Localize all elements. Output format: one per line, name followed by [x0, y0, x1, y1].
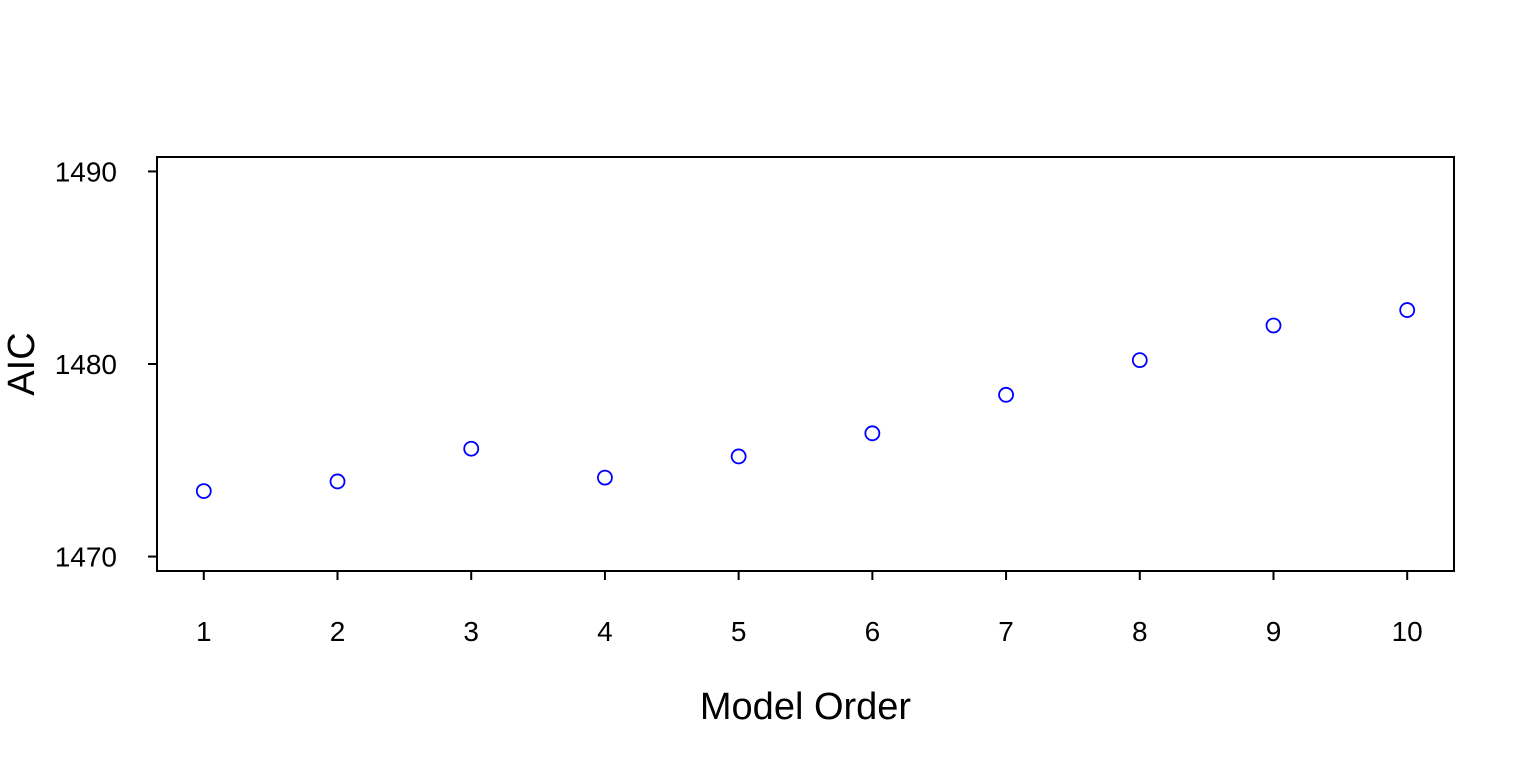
data-point [1265, 317, 1282, 334]
data-point [864, 425, 881, 442]
x-tick-label: 2 [330, 616, 346, 647]
y-tick-label: 1480 [55, 349, 117, 380]
data-point [998, 386, 1014, 403]
data-points [195, 302, 1416, 499]
data-point [1399, 302, 1416, 318]
x-tick-label: 3 [463, 616, 479, 647]
data-point [597, 469, 613, 486]
y-tick-label: 1490 [55, 156, 117, 187]
data-point [730, 448, 747, 465]
x-tick-label: 4 [597, 616, 613, 647]
y-axis: 1470 1480 1490 [55, 156, 157, 573]
x-tick-label: 8 [1132, 616, 1148, 647]
y-axis-title: AIC [1, 332, 43, 395]
data-point [329, 473, 346, 490]
plot-frame [156, 156, 1455, 572]
x-tick-label: 5 [731, 616, 747, 647]
x-tick-label: 10 [1392, 616, 1423, 647]
x-tick-label: 9 [1266, 616, 1282, 647]
data-point [463, 440, 480, 457]
x-axis: 1 2 3 4 5 6 7 8 9 10 [196, 571, 1423, 647]
data-point [1131, 352, 1148, 369]
data-point [195, 483, 212, 499]
x-tick-label: 6 [865, 616, 881, 647]
x-axis-title: Model Order [700, 686, 912, 728]
x-tick-label: 7 [998, 616, 1014, 647]
y-tick-label: 1470 [55, 542, 117, 573]
x-tick-label: 1 [196, 616, 212, 647]
